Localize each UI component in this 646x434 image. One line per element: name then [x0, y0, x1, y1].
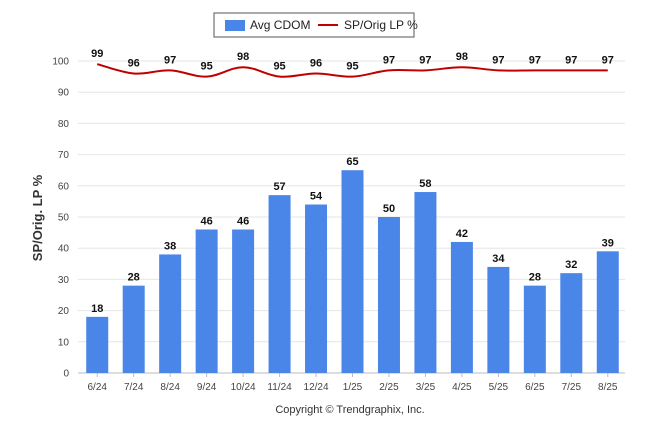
bar [341, 170, 364, 373]
y-tick-label: 80 [58, 119, 70, 130]
y-tick-label: 50 [58, 213, 70, 224]
legend-label-sp-orig-lp: SP/Orig LP % [344, 18, 418, 32]
bar-value-label: 39 [602, 237, 614, 249]
x-tick-label: 6/24 [87, 382, 107, 393]
x-tick-label: 1/25 [343, 382, 363, 393]
bar-value-label: 32 [565, 259, 577, 271]
x-tick-label: 10/24 [231, 382, 256, 393]
x-tick-label: 2/25 [379, 382, 399, 393]
bar-value-label: 28 [529, 272, 541, 284]
legend: Avg CDOM SP/Orig LP % [213, 12, 418, 38]
copyright-credit: Copyright © Trendgraphix, Inc. [275, 404, 424, 416]
bar-value-label: 46 [201, 215, 213, 227]
legend-label-avg-cdom: Avg CDOM [250, 18, 310, 32]
x-tick-label: 4/25 [452, 382, 472, 393]
bar [377, 217, 400, 373]
line-value-label: 97 [602, 54, 614, 66]
y-tick-label: 30 [58, 275, 70, 286]
x-tick-label: 6/25 [525, 382, 545, 393]
bar-value-label: 42 [456, 228, 468, 240]
x-tick-label: 8/25 [598, 382, 618, 393]
x-tick-label: 8/24 [160, 382, 180, 393]
line-value-label: 97 [565, 54, 577, 66]
bar-value-label: 18 [91, 303, 103, 315]
x-tick-label: 11/24 [267, 382, 292, 393]
line-series [96, 63, 608, 78]
bar [268, 195, 291, 373]
x-tick-label: 3/25 [416, 382, 436, 393]
bar [305, 204, 328, 373]
line-data-labels: 99 96 97 95 98 95 96 95 97 97 98 97 97 97 97 [91, 48, 614, 72]
bar [487, 266, 510, 373]
line-value-label: 97 [492, 54, 504, 66]
line-value-label: 97 [419, 54, 431, 66]
line-value-label: 97 [529, 54, 541, 66]
x-tick-label: 12/24 [304, 382, 329, 393]
line-value-label: 95 [346, 61, 358, 73]
legend-box [213, 12, 415, 38]
line-value-label: 98 [237, 51, 249, 63]
x-tick-label: 7/24 [124, 382, 144, 393]
y-tick-label: 0 [63, 369, 69, 380]
bar [232, 229, 255, 373]
line-value-label: 97 [383, 54, 395, 66]
y-tick-label: 40 [58, 244, 70, 255]
line-value-label: 99 [91, 48, 103, 60]
x-axis-ticks: 6/24 7/24 8/24 9/24 10/24 11/24 12/24 1/25 2/25 3… [87, 373, 618, 393]
line-value-label: 98 [456, 51, 468, 63]
line-value-label: 96 [128, 57, 140, 69]
bar-value-label: 50 [383, 203, 395, 215]
bar-value-label: 34 [492, 253, 505, 265]
y-axis-ticks: 0 10 20 30 40 50 60 70 80 90 100 [52, 57, 69, 380]
y-tick-label: 60 [58, 181, 70, 192]
line-value-label: 95 [201, 61, 213, 73]
bar-value-label: 28 [128, 272, 140, 284]
bar-series [86, 170, 619, 373]
bar [414, 192, 437, 373]
line-value-label: 96 [310, 57, 322, 69]
y-tick-label: 10 [58, 337, 70, 348]
bar-value-label: 65 [346, 156, 358, 168]
bar-data-labels: 18 28 38 46 46 57 54 65 50 58 42 34 28 32 39 [91, 156, 614, 315]
y-axis-label: SP/Orig. LP % [30, 174, 45, 261]
bar-value-label: 46 [237, 215, 249, 227]
bar [159, 254, 182, 373]
x-tick-label: 7/25 [562, 382, 582, 393]
y-tick-label: 100 [52, 57, 69, 68]
bar-value-label: 58 [419, 178, 431, 190]
bar [596, 251, 619, 373]
bar-value-label: 57 [273, 181, 285, 193]
y-tick-label: 70 [58, 150, 70, 161]
legend-swatch-avg-cdom [225, 20, 245, 31]
x-tick-label: 9/24 [197, 382, 217, 393]
y-tick-label: 90 [58, 88, 70, 99]
bar-value-label: 38 [164, 240, 176, 252]
y-tick-label: 20 [58, 306, 70, 317]
bar [195, 229, 218, 373]
line-value-label: 95 [273, 61, 285, 73]
bar [450, 241, 473, 373]
bar-value-label: 54 [310, 191, 323, 203]
bar [122, 285, 145, 373]
bar [560, 273, 583, 373]
x-tick-label: 5/25 [489, 382, 509, 393]
bar [86, 316, 109, 373]
line-value-label: 97 [164, 54, 176, 66]
bar [523, 285, 546, 373]
